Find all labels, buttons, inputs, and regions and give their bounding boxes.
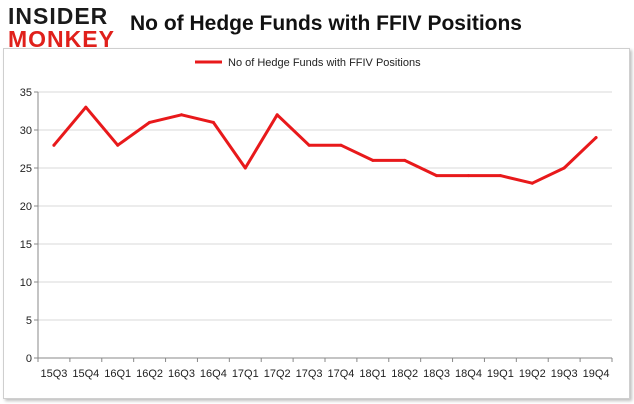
legend-label: No of Hedge Funds with FFIV Positions bbox=[228, 57, 421, 69]
x-tick-label-17Q2: 17Q2 bbox=[264, 368, 291, 380]
x-tick-label-17Q1: 17Q1 bbox=[232, 368, 259, 380]
grid-lines bbox=[38, 91, 612, 321]
x-tick-label-18Q4: 18Q4 bbox=[455, 368, 482, 380]
x-tick-label-17Q4: 17Q4 bbox=[327, 368, 354, 380]
x-tick-label-16Q3: 16Q3 bbox=[168, 368, 195, 380]
x-tick-label-18Q2: 18Q2 bbox=[391, 368, 418, 380]
data-point-19Q1 bbox=[498, 174, 502, 178]
x-tick-label-16Q4: 16Q4 bbox=[200, 368, 227, 380]
y-tick-labels: 0 5 10 15 20 25 30 35 bbox=[20, 87, 32, 365]
x-tick-label-15Q3: 15Q3 bbox=[40, 368, 67, 380]
data-point-18Q3 bbox=[435, 174, 439, 178]
data-point-16Q2 bbox=[148, 120, 152, 124]
x-tick-label-15Q4: 15Q4 bbox=[72, 368, 99, 380]
data-point-19Q3 bbox=[562, 166, 566, 170]
data-point-17Q4 bbox=[339, 143, 343, 147]
logo-line1: INSIDER bbox=[8, 3, 109, 29]
data-point-18Q2 bbox=[403, 158, 407, 162]
x-tick-label-18Q3: 18Q3 bbox=[423, 368, 450, 380]
data-point-15Q3 bbox=[52, 143, 56, 147]
data-point-15Q4 bbox=[84, 105, 88, 109]
data-point-17Q1 bbox=[243, 166, 247, 170]
series-line-0 bbox=[52, 105, 598, 185]
y-tick-label-30: 30 bbox=[20, 125, 32, 137]
data-point-19Q4 bbox=[594, 136, 598, 140]
y-tick-label-10: 10 bbox=[20, 277, 32, 289]
y-tick-label-35: 35 bbox=[20, 87, 32, 99]
series-lines bbox=[52, 105, 598, 185]
y-tick-label-15: 15 bbox=[20, 239, 32, 251]
data-point-17Q2 bbox=[275, 113, 279, 117]
legend: No of Hedge Funds with FFIV Positions bbox=[195, 57, 421, 69]
data-point-16Q1 bbox=[116, 143, 120, 147]
x-tick-label-19Q1: 19Q1 bbox=[487, 368, 514, 380]
insider-monkey-logo: INSIDER MONKEY bbox=[8, 4, 118, 52]
data-point-19Q2 bbox=[530, 181, 534, 185]
x-tick-labels: 15Q3 15Q4 16Q1 16Q2 16Q3 16Q4 17Q1 17Q2 17Q3 17Q4… bbox=[40, 368, 609, 380]
y-tick-label-20: 20 bbox=[20, 201, 32, 213]
chart-title: No of Hedge Funds with FFIV Positions bbox=[130, 12, 522, 35]
data-point-17Q3 bbox=[307, 143, 311, 147]
y-tick-label-0: 0 bbox=[26, 353, 32, 365]
data-point-18Q1 bbox=[371, 158, 375, 162]
chart-frame bbox=[3, 48, 630, 399]
y-tick-label-25: 25 bbox=[20, 163, 32, 175]
data-point-16Q3 bbox=[180, 113, 183, 117]
axes bbox=[34, 91, 613, 362]
x-tick-label-19Q2: 19Q2 bbox=[519, 368, 546, 380]
y-tick-label-5: 5 bbox=[26, 315, 32, 327]
data-point-16Q4 bbox=[211, 120, 215, 124]
data-point-18Q4 bbox=[467, 174, 470, 178]
x-tick-label-19Q3: 19Q3 bbox=[551, 368, 578, 380]
x-tick-label-16Q1: 16Q1 bbox=[104, 368, 131, 380]
x-tick-label-19Q4: 19Q4 bbox=[583, 368, 610, 380]
logo-line2: MONKEY bbox=[8, 26, 115, 52]
x-tick-label-16Q2: 16Q2 bbox=[136, 368, 163, 380]
x-tick-label-17Q3: 17Q3 bbox=[296, 368, 323, 380]
x-tick-label-18Q1: 18Q1 bbox=[359, 368, 386, 380]
